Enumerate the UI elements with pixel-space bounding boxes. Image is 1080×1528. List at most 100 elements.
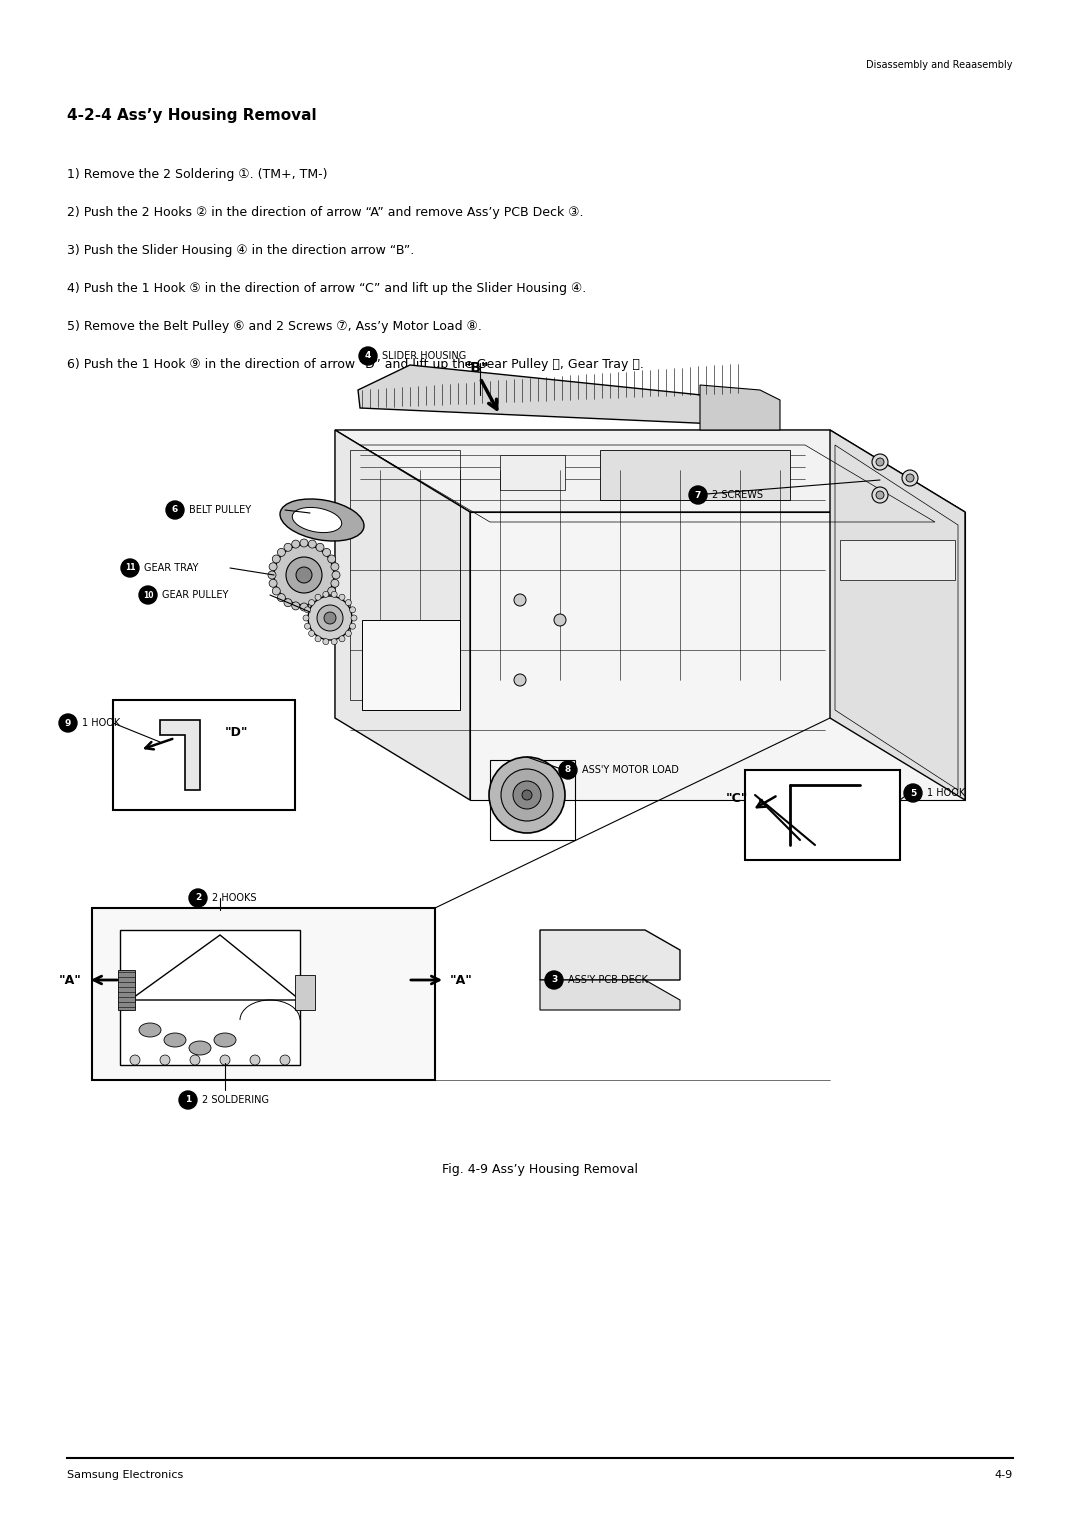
Text: 10: 10 xyxy=(143,590,153,599)
Polygon shape xyxy=(745,770,900,860)
Text: 5) Remove the Belt Pulley ⑥ and 2 Screws ⑦, Ass’y Motor Load ⑧.: 5) Remove the Belt Pulley ⑥ and 2 Screws… xyxy=(67,319,482,333)
Text: 3: 3 xyxy=(551,975,557,984)
Circle shape xyxy=(305,607,310,613)
Circle shape xyxy=(522,790,532,801)
Text: Samsung Electronics: Samsung Electronics xyxy=(67,1470,184,1481)
Ellipse shape xyxy=(189,1041,211,1054)
Ellipse shape xyxy=(214,1033,237,1047)
Circle shape xyxy=(139,587,157,604)
Circle shape xyxy=(315,636,321,642)
Circle shape xyxy=(332,639,337,645)
Circle shape xyxy=(318,605,343,631)
Polygon shape xyxy=(335,429,831,718)
Polygon shape xyxy=(540,931,680,979)
Text: ASS'Y MOTOR LOAD: ASS'Y MOTOR LOAD xyxy=(582,766,679,775)
Text: 4-9: 4-9 xyxy=(995,1470,1013,1481)
Circle shape xyxy=(284,544,292,552)
Polygon shape xyxy=(831,429,966,801)
Polygon shape xyxy=(160,720,200,790)
Circle shape xyxy=(284,599,292,607)
Circle shape xyxy=(339,594,345,601)
Circle shape xyxy=(350,607,355,613)
Text: SLIDER HOUSING: SLIDER HOUSING xyxy=(382,351,467,361)
Polygon shape xyxy=(362,620,460,711)
Circle shape xyxy=(902,471,918,486)
Text: 2 SOLDERING: 2 SOLDERING xyxy=(202,1096,269,1105)
Circle shape xyxy=(272,555,281,562)
Circle shape xyxy=(269,562,278,571)
Circle shape xyxy=(346,631,351,637)
Text: 1 HOOK: 1 HOOK xyxy=(82,718,120,727)
Circle shape xyxy=(359,347,377,365)
Text: 4-2-4 Ass’y Housing Removal: 4-2-4 Ass’y Housing Removal xyxy=(67,108,316,122)
Circle shape xyxy=(906,474,914,481)
Ellipse shape xyxy=(139,1024,161,1038)
Circle shape xyxy=(280,1054,291,1065)
Circle shape xyxy=(278,549,285,556)
Circle shape xyxy=(59,714,77,732)
Text: GEAR PULLEY: GEAR PULLEY xyxy=(162,590,228,601)
Circle shape xyxy=(876,458,885,466)
Polygon shape xyxy=(92,908,435,1080)
Circle shape xyxy=(179,1091,197,1109)
Circle shape xyxy=(324,613,336,623)
Text: 4: 4 xyxy=(365,351,372,361)
Circle shape xyxy=(872,487,888,503)
Text: "A": "A" xyxy=(59,973,82,987)
Polygon shape xyxy=(700,385,780,429)
Text: "D": "D" xyxy=(225,726,248,738)
Circle shape xyxy=(296,567,312,584)
Circle shape xyxy=(489,756,565,833)
Text: 2: 2 xyxy=(194,894,201,903)
Circle shape xyxy=(274,545,334,605)
Circle shape xyxy=(286,558,322,593)
Circle shape xyxy=(309,631,314,637)
Circle shape xyxy=(316,599,324,607)
Circle shape xyxy=(323,549,330,556)
Circle shape xyxy=(309,599,314,605)
Circle shape xyxy=(514,674,526,686)
Circle shape xyxy=(292,602,300,610)
Text: 1: 1 xyxy=(185,1096,191,1105)
Text: 6) Push the 1 Hook ⑨ in the direction of arrow “D” and lift up the Gear Pulley ⑪: 6) Push the 1 Hook ⑨ in the direction of… xyxy=(67,358,644,371)
Circle shape xyxy=(220,1054,230,1065)
Polygon shape xyxy=(600,451,789,500)
Circle shape xyxy=(121,559,139,578)
Circle shape xyxy=(316,544,324,552)
Circle shape xyxy=(350,623,355,630)
Circle shape xyxy=(315,594,321,601)
Circle shape xyxy=(160,1054,170,1065)
Polygon shape xyxy=(113,700,295,810)
Circle shape xyxy=(323,639,328,645)
Text: 8: 8 xyxy=(565,766,571,775)
Circle shape xyxy=(300,604,308,611)
Circle shape xyxy=(166,501,184,520)
Circle shape xyxy=(323,593,330,602)
Polygon shape xyxy=(840,539,955,581)
Text: BELT PULLEY: BELT PULLEY xyxy=(189,504,252,515)
Text: 2) Push the 2 Hooks ② in the direction of arrow “A” and remove Ass’y PCB Deck ③.: 2) Push the 2 Hooks ② in the direction o… xyxy=(67,206,583,219)
Ellipse shape xyxy=(164,1033,186,1047)
Text: 3) Push the Slider Housing ④ in the direction arrow “B”.: 3) Push the Slider Housing ④ in the dire… xyxy=(67,244,415,257)
Polygon shape xyxy=(295,975,315,1010)
Circle shape xyxy=(323,591,328,597)
Text: 2 HOOKS: 2 HOOKS xyxy=(212,892,257,903)
Polygon shape xyxy=(500,455,565,490)
Text: 5: 5 xyxy=(909,788,916,798)
Circle shape xyxy=(130,1054,140,1065)
Circle shape xyxy=(308,539,316,549)
Circle shape xyxy=(501,769,553,821)
Circle shape xyxy=(190,1054,200,1065)
Circle shape xyxy=(272,587,281,594)
Text: "A": "A" xyxy=(450,973,473,987)
Text: 4) Push the 1 Hook ⑤ in the direction of arrow “C” and lift up the Slider Housin: 4) Push the 1 Hook ⑤ in the direction of… xyxy=(67,283,586,295)
Circle shape xyxy=(308,602,316,610)
Polygon shape xyxy=(540,979,680,1010)
Polygon shape xyxy=(335,429,470,801)
Ellipse shape xyxy=(280,500,364,541)
Circle shape xyxy=(332,571,340,579)
Text: Fig. 4-9 Ass’y Housing Removal: Fig. 4-9 Ass’y Housing Removal xyxy=(442,1163,638,1177)
Polygon shape xyxy=(357,365,750,425)
Circle shape xyxy=(351,614,357,620)
Circle shape xyxy=(904,784,922,802)
